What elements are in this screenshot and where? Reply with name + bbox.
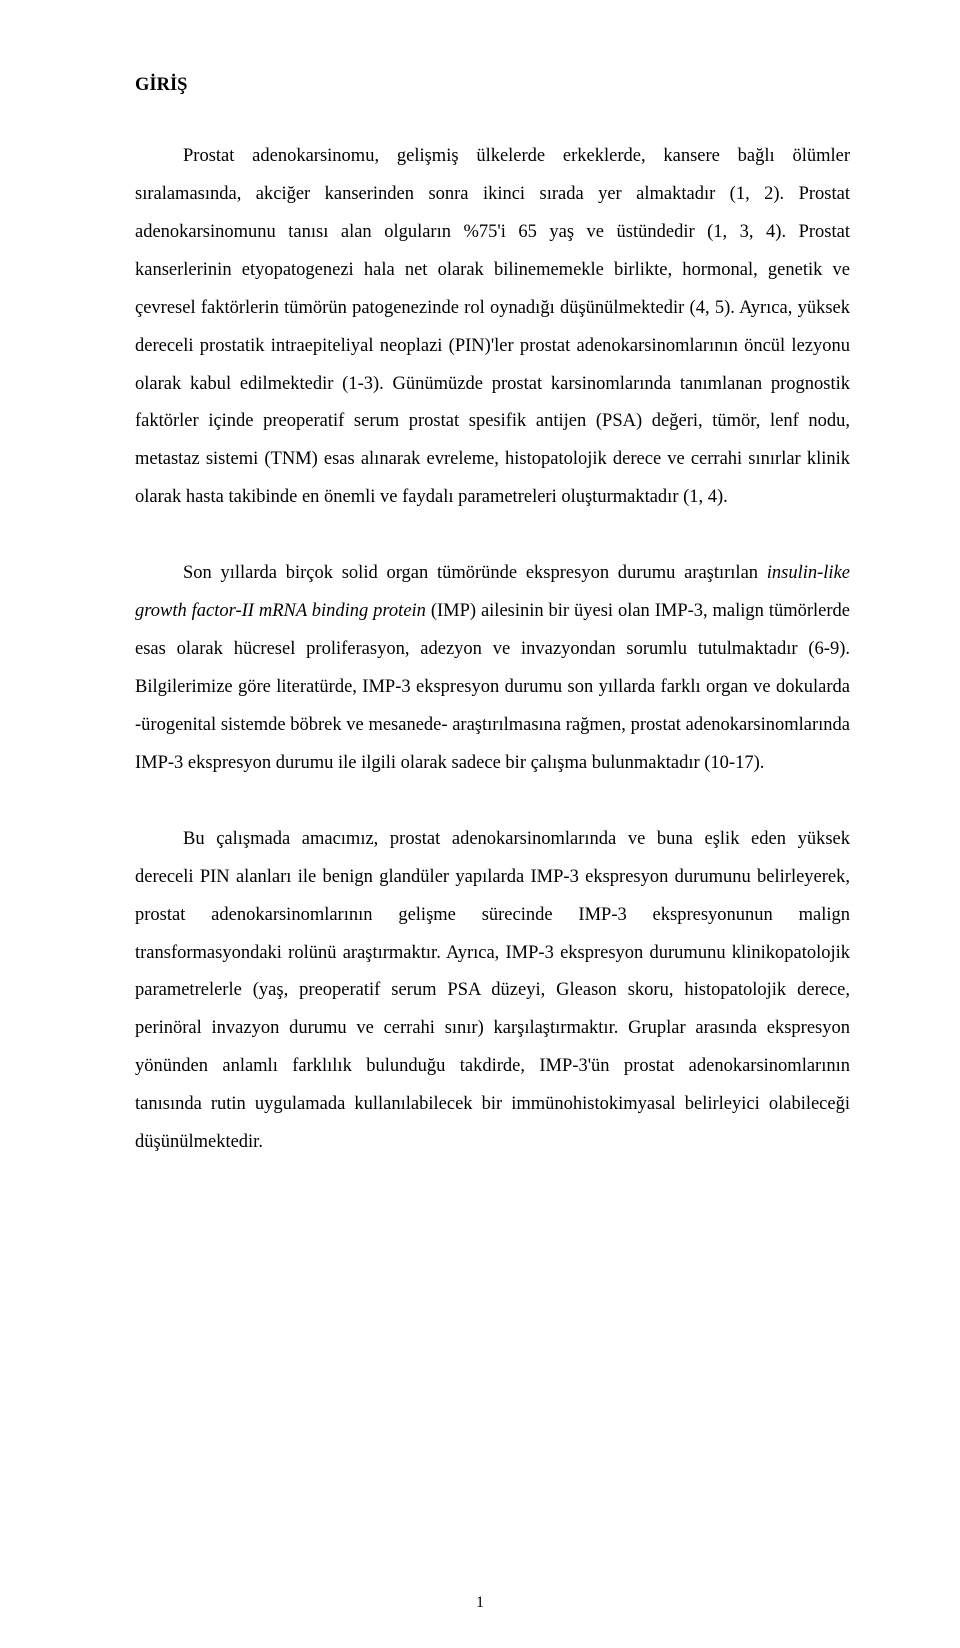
paragraph-3: Bu çalışmada amacımız, prostat adenokars… [135, 821, 850, 1162]
document-page: GİRİŞ Prostat adenokarsinomu, gelişmiş ü… [0, 0, 960, 1260]
paragraph-2: Son yıllarda birçok solid organ tümöründ… [135, 555, 850, 783]
paragraph-1: Prostat adenokarsinomu, gelişmiş ülkeler… [135, 138, 850, 517]
paragraph-2-text-a: Son yıllarda birçok solid organ tümöründ… [183, 563, 767, 583]
page-number: 1 [0, 1594, 960, 1612]
section-heading: GİRİŞ [135, 75, 850, 96]
paragraph-3-text: Bu çalışmada amacımız, prostat adenokars… [135, 829, 850, 1152]
paragraph-1-text: Prostat adenokarsinomu, gelişmiş ülkeler… [135, 146, 850, 507]
paragraph-2-text-b: (IMP) ailesinin bir üyesi olan IMP-3, ma… [135, 601, 850, 773]
